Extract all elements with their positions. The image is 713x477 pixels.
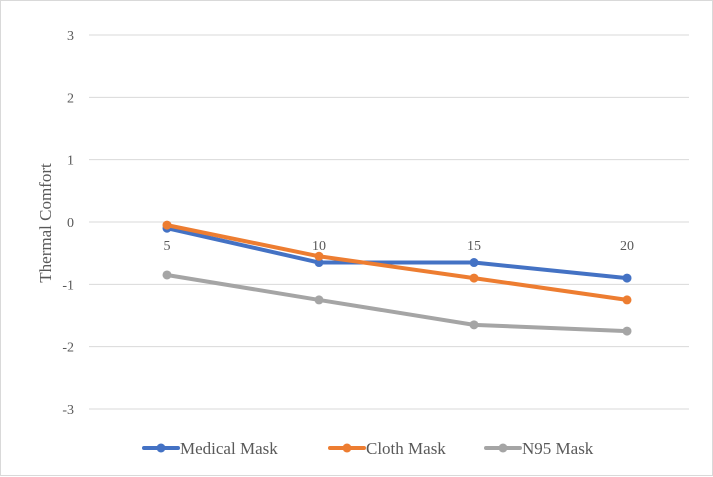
gridlines [89, 34, 689, 410]
y-tick-label: 0 [67, 216, 74, 231]
data-point [469, 320, 479, 330]
data-point [622, 326, 632, 336]
y-tick-label: -3 [62, 403, 74, 418]
y-tick-label: 3 [67, 29, 74, 44]
series-0 [162, 223, 632, 283]
series-line [165, 223, 629, 302]
legend-swatch-marker [342, 443, 352, 453]
series-line [165, 226, 629, 281]
data-point [469, 258, 479, 268]
data-point [314, 295, 324, 305]
data-point [162, 270, 172, 280]
series-line [165, 272, 629, 334]
x-tick-label: 5 [164, 239, 171, 254]
legend-item: N95 Mask [484, 439, 594, 458]
legend-item: Cloth Mask [328, 439, 446, 458]
legend-label: Medical Mask [180, 439, 278, 458]
legend-label: N95 Mask [522, 439, 594, 458]
x-tick-label: 10 [312, 239, 326, 254]
x-tick-labels: 5 10 15 20 [164, 239, 635, 254]
legend-label: Cloth Mask [366, 439, 446, 458]
legend-item: Medical Mask [142, 439, 278, 458]
y-axis-title: Thermal Comfort [36, 163, 55, 283]
legend-swatch-marker [156, 443, 166, 453]
data-point [314, 251, 324, 261]
series-1 [162, 220, 632, 305]
data-point [162, 220, 172, 230]
y-tick-labels: 3 2 1 0 -1 -2 -3 [62, 29, 74, 418]
legend: Medical Mask Cloth Mask N95 Mask [142, 439, 594, 458]
y-tick-label: -2 [62, 341, 74, 356]
y-tick-label: 2 [67, 91, 74, 106]
x-tick-label: 20 [620, 239, 634, 254]
y-tick-label: 1 [67, 154, 74, 169]
x-tick-label: 15 [467, 239, 481, 254]
y-tick-label: -1 [62, 278, 74, 293]
series-2 [162, 270, 632, 336]
data-point [622, 273, 632, 283]
data-point [469, 273, 479, 283]
data-point [622, 295, 632, 305]
legend-swatch-marker [498, 443, 508, 453]
series-lines [162, 220, 632, 336]
data-point [314, 258, 324, 268]
